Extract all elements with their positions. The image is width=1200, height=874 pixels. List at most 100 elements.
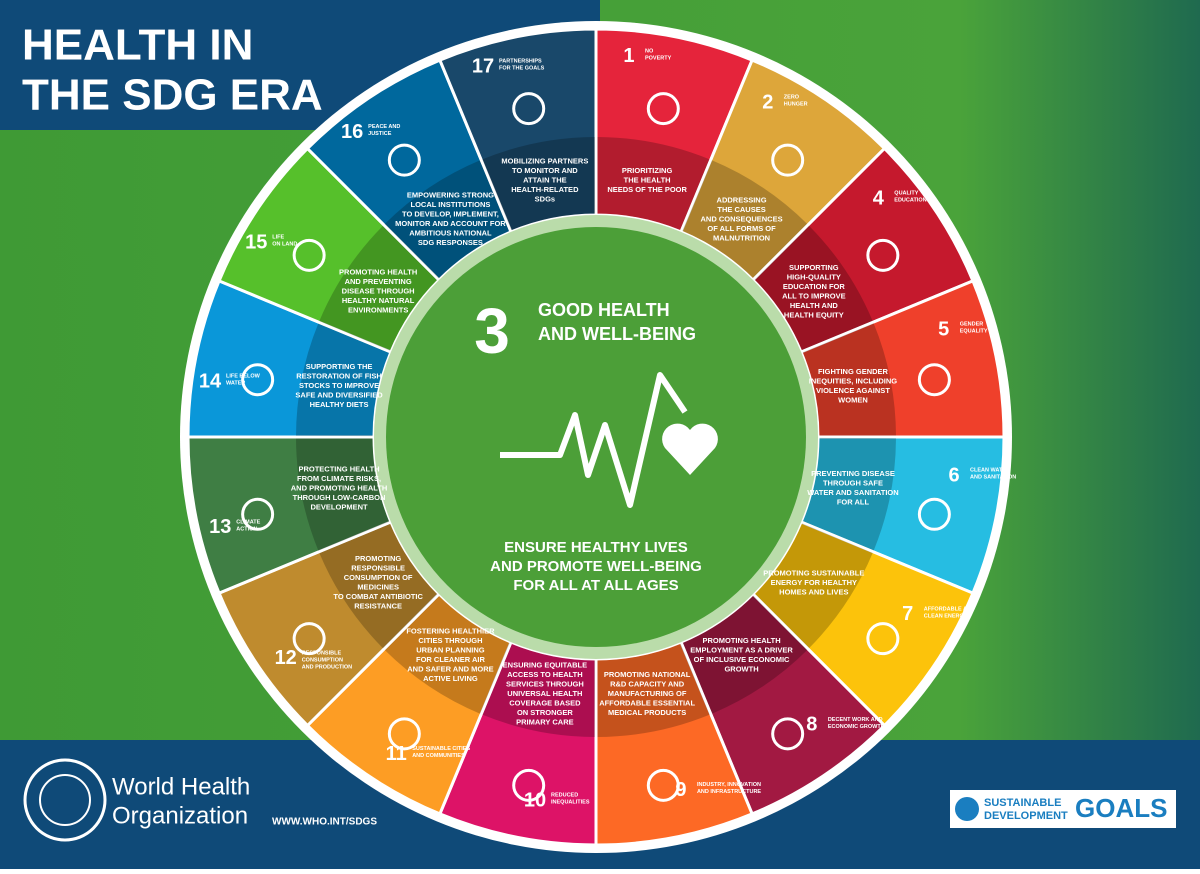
segment-inner <box>802 437 896 551</box>
segment-inner <box>596 137 710 231</box>
segment-number: 13 <box>209 516 231 538</box>
segment-description: ACTIVE LIVING <box>423 674 478 683</box>
segment-description: SERVICES THROUGH <box>506 680 584 689</box>
heart-icon <box>662 423 718 475</box>
segment-description: MEDICAL PRODUCTS <box>608 708 686 717</box>
segment-description: AND PREVENTING <box>345 277 412 286</box>
segment-description: OF INCLUSIVE ECONOMIC <box>694 655 790 664</box>
segment-description: SDG RESPONSES <box>418 238 483 247</box>
segment-description: TO MONITOR AND <box>512 166 578 175</box>
center-circle <box>386 227 806 647</box>
segment-name: RESPONSIBLE <box>302 650 342 656</box>
segment-description: URBAN PLANNING <box>416 645 484 654</box>
segment-inner <box>296 323 390 437</box>
segment-description: SAFE AND DIVERSIFIED <box>295 391 383 400</box>
segment-icon <box>387 143 421 177</box>
segment-name: GENDER <box>960 322 984 328</box>
segment-description: ENVIRONMENTS <box>348 306 408 315</box>
segment-inner <box>384 160 510 279</box>
segment-inner <box>384 595 510 714</box>
segment-description: AND PROMOTING HEALTH <box>291 483 388 492</box>
segment-description: HEALTHY DIETS <box>310 400 369 409</box>
segment-description: PROMOTING HEALTH <box>702 636 780 645</box>
segment-inner <box>482 643 596 737</box>
segment-name: AND COMMUNITIES <box>412 753 465 759</box>
segment-description: ENERGY FOR HEALTHY <box>771 578 857 587</box>
segment-icon <box>512 768 546 802</box>
segment-description: RESPONSIBLE <box>351 564 405 573</box>
segment-name: EQUALITY <box>960 329 988 335</box>
segment-name: AND SANITATION <box>970 474 1016 480</box>
organization-name: World Health <box>112 773 250 800</box>
sdg-logo <box>950 790 1176 828</box>
segment-description: SUPPORTING THE <box>306 362 373 371</box>
heartbeat-icon <box>500 372 688 508</box>
segment-number: 4 <box>873 187 885 209</box>
goal-statement: AND PROMOTE WELL-BEING <box>490 558 702 575</box>
sdg-logo-text: GOALS <box>1075 793 1167 823</box>
segment-description: RESTORATION OF FISH <box>296 372 382 381</box>
sdg-logo-text: SUSTAINABLE <box>984 797 1061 809</box>
segment-description: AND SAFER AND MORE <box>407 664 493 673</box>
segment-description: HEALTH EQUITY <box>784 310 844 319</box>
segment-number: 12 <box>275 647 297 669</box>
segment-description: OF ALL FORMS OF <box>707 224 776 233</box>
segment-description: DEVELOPMENT <box>310 502 368 511</box>
segment-inner <box>682 595 808 714</box>
segment-description: PROMOTING <box>355 554 401 563</box>
goal-statement: FOR ALL AT ALL AGES <box>513 577 678 594</box>
segment-icon <box>917 363 951 397</box>
segment-icon <box>646 92 680 126</box>
segment-icon <box>866 238 900 272</box>
segment-description: HEALTH-RELATED <box>511 185 579 194</box>
segment-description: EMPLOYMENT AS A DRIVER <box>690 645 793 654</box>
segment-description: SUPPORTING <box>789 263 839 272</box>
segment-name: QUALITY <box>894 191 918 197</box>
segment-description: R&D CAPACITY AND <box>610 680 685 689</box>
goal-number: 3 <box>474 295 510 367</box>
segment-name: ZERO <box>784 95 800 101</box>
segment-description: MEDICINES <box>357 583 399 592</box>
segment-name: EDUCATION <box>894 198 926 204</box>
goal-statement: ENSURE HEALTHY LIVES <box>504 539 688 556</box>
segment-name: PARTNERSHIPS <box>499 59 542 65</box>
segment-description: ADDRESSING <box>717 195 767 204</box>
segment-number: 6 <box>948 464 959 486</box>
segment-name: ECONOMIC GROWTH <box>828 724 885 730</box>
segment-description: UNIVERSAL HEALTH <box>507 689 582 698</box>
segment-description: HOMES AND LIVES <box>779 587 848 596</box>
segment-description: FOR ALL <box>837 498 870 507</box>
segment-icon <box>771 143 805 177</box>
segment-description: TO DEVELOP, IMPLEMENT, <box>402 210 499 219</box>
segment-name: AND PRODUCTION <box>302 664 352 670</box>
segment-name: JUSTICE <box>368 131 392 137</box>
segment-icon <box>771 717 805 751</box>
segment-name: DECENT WORK AND <box>828 717 883 723</box>
sdg-logo-text: DEVELOPMENT <box>984 810 1068 822</box>
segment-description: NEEDS OF THE POOR <box>607 185 687 194</box>
who-logo <box>39 774 91 826</box>
segment-description: VIOLENCE AGAINST <box>816 386 890 395</box>
segment-description: FOR CLEANER AIR <box>416 655 485 664</box>
goal-title: AND WELL-BEING <box>538 324 696 344</box>
segment-inner <box>482 137 596 231</box>
un-emblem <box>955 797 979 821</box>
segment-description: PROTECTING HEALTH <box>298 464 379 473</box>
segment-description: HEALTH AND <box>790 301 838 310</box>
segment-inner <box>802 323 896 437</box>
segment-description: THE HEALTH <box>624 175 671 184</box>
segment-name: NO <box>645 48 654 54</box>
segment-name: FOR THE GOALS <box>499 66 545 72</box>
segment-number: 14 <box>199 370 222 392</box>
goal-title: GOOD HEALTH <box>538 300 670 320</box>
segment-description: THE CAUSES <box>717 205 765 214</box>
segment-name: WATER <box>226 380 245 386</box>
segment-description: TO COMBAT ANTIBIOTIC <box>333 592 423 601</box>
segment-name: REDUCED <box>551 792 578 798</box>
segment-description: ATTAIN THE <box>523 175 566 184</box>
segment-icon <box>292 622 326 656</box>
segment-inner <box>754 225 873 351</box>
segment-name: HUNGER <box>784 102 808 108</box>
segment-description: HIGH-QUALITY <box>787 272 841 281</box>
